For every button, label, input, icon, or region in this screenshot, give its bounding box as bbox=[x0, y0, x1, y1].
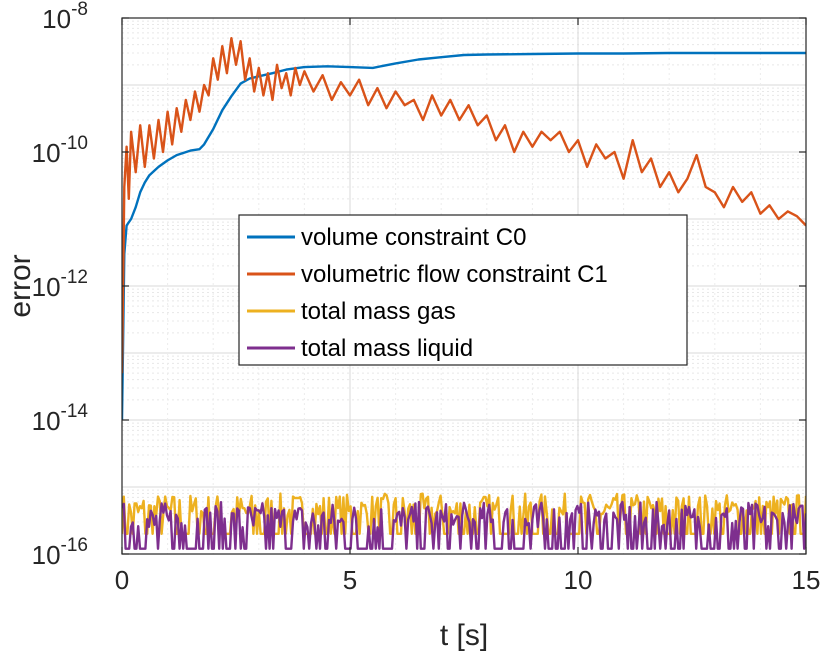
y-tick-label: 10-10 bbox=[32, 133, 88, 168]
legend: volume constraint C0 volumetric flow cons… bbox=[238, 214, 688, 366]
y-axis-label: error bbox=[4, 254, 37, 317]
y-tick-exponent: -14 bbox=[61, 401, 89, 422]
y-tick-label: 10-8 bbox=[42, 0, 88, 34]
y-tick-exponent: -12 bbox=[61, 267, 88, 288]
legend-label: total mass liquid bbox=[301, 335, 473, 362]
x-tick-label: 0 bbox=[115, 565, 129, 595]
y-tick-base: 10 bbox=[42, 4, 71, 34]
series-line-0 bbox=[122, 51, 806, 421]
x-tick-label: 15 bbox=[792, 565, 821, 595]
series-line-3 bbox=[122, 500, 806, 550]
y-tick-base: 10 bbox=[32, 272, 61, 302]
y-tick-exponent: -16 bbox=[61, 535, 88, 556]
x-tick-label: 5 bbox=[343, 565, 357, 595]
y-tick-label: 10-12 bbox=[32, 267, 88, 302]
x-axis-label: t [s] bbox=[440, 619, 488, 652]
legend-label: volume constraint C0 bbox=[301, 224, 526, 251]
series-line-1 bbox=[122, 37, 806, 374]
y-tick-exponent: -10 bbox=[61, 133, 88, 154]
y-tick-base: 10 bbox=[32, 138, 61, 168]
legend-box bbox=[238, 214, 688, 366]
y-tick-base: 10 bbox=[32, 540, 61, 570]
legend-label: volumetric flow constraint C1 bbox=[301, 261, 608, 288]
data-series bbox=[122, 37, 806, 550]
y-tick-exponent: -8 bbox=[71, 0, 88, 20]
y-tick-label: 10-16 bbox=[32, 535, 88, 570]
legend-label: total mass gas bbox=[301, 298, 456, 325]
y-tick-label: 10-14 bbox=[32, 401, 89, 436]
x-tick-label: 10 bbox=[564, 565, 593, 595]
y-tick-base: 10 bbox=[32, 406, 61, 436]
